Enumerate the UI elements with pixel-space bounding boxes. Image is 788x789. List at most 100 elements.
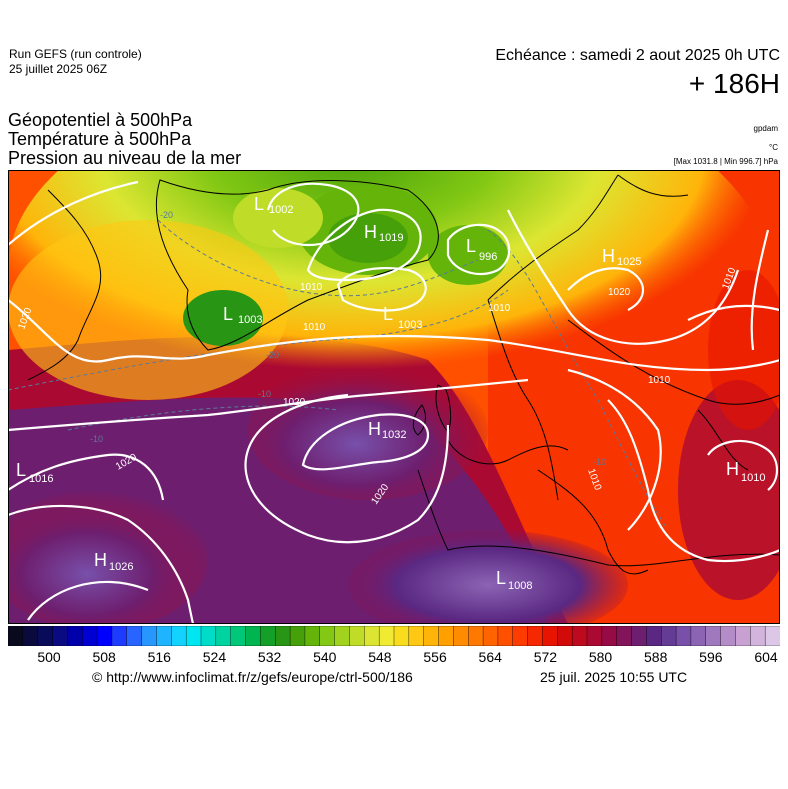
svg-text:1003: 1003 — [238, 314, 262, 326]
color-scale-swatch — [482, 626, 499, 646]
svg-text:L: L — [383, 304, 393, 324]
color-scale-swatch — [289, 626, 306, 646]
run-date: 25 juillet 2025 06Z — [9, 62, 108, 76]
color-scale-swatch — [22, 626, 39, 646]
color-scale-swatch — [675, 626, 692, 646]
low-center-1003-east: L 1003 — [383, 304, 422, 331]
low-center-1016: L 1016 — [16, 460, 53, 485]
color-scale-swatch — [364, 626, 380, 646]
unit-pressure-range: [Max 1031.8 | Min 996.7] hPa — [673, 157, 778, 166]
svg-text:H: H — [364, 222, 377, 242]
svg-text:1008: 1008 — [508, 580, 532, 592]
color-scale-swatch — [156, 626, 173, 646]
color-scale-swatch — [334, 626, 351, 646]
color-scale-swatch — [141, 626, 158, 646]
color-scale-swatch — [764, 626, 780, 646]
color-scale-swatch — [111, 626, 128, 646]
color-scale-swatch — [468, 626, 484, 646]
color-scale-swatch — [126, 626, 143, 646]
color-scale-swatch — [171, 626, 187, 646]
color-scale-swatch — [393, 626, 410, 646]
color-scale-tick-label: 596 — [699, 649, 723, 665]
color-scale-swatch — [750, 626, 766, 646]
color-scale-swatch — [453, 626, 469, 646]
color-scale-swatch — [616, 626, 633, 646]
color-scale-swatch — [705, 626, 722, 646]
color-scale-swatch — [96, 626, 113, 646]
color-scale-swatch — [230, 626, 247, 646]
svg-text:L: L — [16, 460, 26, 480]
svg-text:1016: 1016 — [29, 473, 53, 485]
color-scale-swatch — [557, 626, 573, 646]
lead-time: + 186H — [688, 68, 780, 99]
color-scale-swatch — [438, 626, 455, 646]
svg-text:H: H — [368, 419, 381, 439]
color-scale-swatch — [260, 626, 276, 646]
color-scale-swatch — [8, 626, 24, 646]
color-scale-swatch — [571, 626, 588, 646]
color-scale-tick-label: 532 — [257, 649, 282, 665]
svg-text:-10: -10 — [90, 434, 103, 444]
weather-map: -20 -20 -10 -10 -10 1010 1010 1010 1010 … — [8, 170, 780, 624]
svg-text:H: H — [726, 459, 739, 479]
svg-text:L: L — [254, 194, 264, 214]
temperature-labels: -20 -20 -10 -10 -10 — [90, 210, 606, 467]
color-scale-swatch — [52, 626, 69, 646]
color-scale-tick-label: 556 — [423, 649, 447, 665]
color-scale-swatch — [542, 626, 559, 646]
unit-temperature: °C — [769, 143, 778, 152]
color-scale-tick-label: 548 — [368, 649, 392, 665]
color-scale-tick-label: 516 — [147, 649, 171, 665]
color-scale-swatch — [215, 626, 232, 646]
valid-time: Echéance : samedi 2 aout 2025 0h UTC — [495, 47, 780, 64]
color-scale-swatch — [200, 626, 217, 646]
temperature-field — [8, 170, 780, 624]
svg-text:L: L — [223, 304, 233, 324]
color-scale-bar — [8, 626, 780, 646]
color-scale-swatch — [586, 626, 603, 646]
title-geopotential: Géopotentiel à 500hPa — [8, 110, 193, 130]
svg-text:1003: 1003 — [398, 319, 422, 331]
svg-text:1026: 1026 — [109, 561, 133, 573]
title-pressure: Pression au niveau de la mer — [8, 148, 242, 168]
color-scale-swatch — [631, 626, 648, 646]
color-scale-tick-label: 588 — [644, 649, 668, 665]
high-center-1026: H 1026 — [94, 550, 133, 573]
svg-text:-10: -10 — [593, 457, 606, 467]
color-scale-swatch — [408, 626, 425, 646]
svg-text:H: H — [602, 246, 615, 266]
color-scale-swatch — [661, 626, 677, 646]
color-scale-tick-label: 572 — [533, 649, 558, 665]
svg-text:1020: 1020 — [608, 287, 631, 298]
color-scale-swatch — [185, 626, 202, 646]
svg-text:1032: 1032 — [382, 429, 406, 441]
color-scale-swatch — [735, 626, 752, 646]
color-scale-swatch — [275, 626, 291, 646]
svg-text:1019: 1019 — [379, 232, 403, 244]
run-label: Run GEFS (run controle) — [9, 47, 142, 61]
color-scale-swatch — [319, 626, 336, 646]
svg-text:1002: 1002 — [269, 204, 293, 216]
color-scale-swatch — [690, 626, 707, 646]
color-scale-swatch — [512, 626, 529, 646]
svg-text:-10: -10 — [258, 389, 271, 399]
color-scale-tick-label: 564 — [478, 649, 502, 665]
color-scale-tick-label: 500 — [37, 649, 61, 665]
color-scale-tick-label: 524 — [202, 649, 227, 665]
low-center-1003-west: L 1003 — [223, 304, 262, 326]
high-center-1032: H 1032 — [368, 419, 406, 441]
isobars — [8, 180, 780, 624]
footer-source[interactable]: © http://www.infoclimat.fr/z/gefs/europe… — [92, 669, 413, 685]
low-center-1002: L 1002 — [254, 194, 293, 216]
high-center-1019: H 1019 — [364, 222, 403, 244]
svg-text:996: 996 — [479, 251, 497, 263]
color-scale-tick-label: 604 — [754, 649, 778, 665]
color-scale-swatch — [601, 626, 618, 646]
svg-text:1010: 1010 — [303, 322, 326, 333]
color-scale-swatch — [720, 626, 737, 646]
color-scale-tick-label: 540 — [313, 649, 337, 665]
title-temperature: Température à 500hPa — [8, 129, 192, 149]
high-center-1010: H 1010 — [726, 459, 765, 484]
